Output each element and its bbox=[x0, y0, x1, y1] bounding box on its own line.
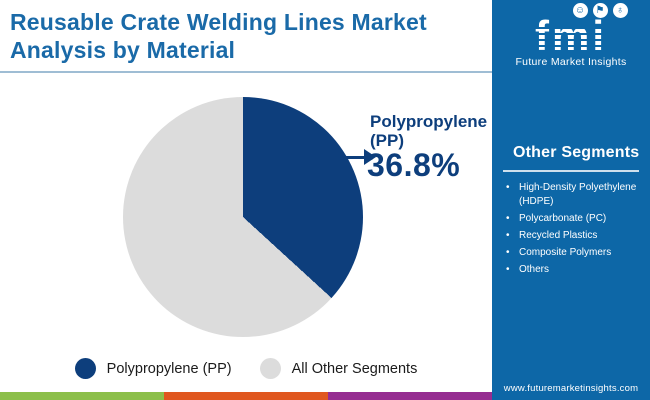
legend-swatch-secondary bbox=[259, 358, 281, 379]
heading-divider bbox=[503, 170, 639, 172]
other-segments-list: High-Density Polyethylene (HDPE) Polycar… bbox=[501, 181, 641, 276]
map-icon: ⚑ bbox=[592, 3, 608, 18]
list-item: Composite Polymers bbox=[506, 246, 641, 260]
other-segments-heading: Other Segments bbox=[513, 144, 640, 161]
list-item: Recycled Plastics bbox=[506, 229, 641, 243]
list-item: Polycarbonate (PC) bbox=[506, 212, 641, 226]
logo-icons: ☺ ⚑ ♁ bbox=[550, 3, 650, 18]
chart-legend: Polypropylene (PP) All Other Segments bbox=[0, 358, 492, 379]
legend-item-other-segments: All Other Segments bbox=[259, 358, 418, 379]
bottom-color-strip bbox=[0, 392, 492, 400]
callout-value: 36.8% bbox=[367, 147, 461, 183]
person-icon: ☺ bbox=[572, 3, 588, 18]
page-title-line1: Reusable Crate Welding Lines Market bbox=[10, 9, 427, 35]
globe-icon: ♁ bbox=[612, 3, 628, 18]
logo-tagline: Future Market Insights bbox=[515, 56, 627, 68]
page-title-line2: Analysis by Material bbox=[10, 37, 236, 63]
callout-arrow bbox=[338, 156, 366, 159]
header: Reusable Crate Welding Lines Market Anal… bbox=[0, 0, 492, 73]
pie-chart bbox=[123, 97, 363, 337]
list-item: High-Density Polyethylene (HDPE) bbox=[506, 181, 641, 208]
logo-stripe-texture bbox=[531, 23, 611, 55]
callout-arrow-head-icon bbox=[364, 149, 376, 165]
website-url: www.futuremarketinsights.com bbox=[503, 383, 639, 394]
logo-wordmark: fmi bbox=[531, 14, 611, 58]
callout-label: Polypropylene (PP) bbox=[370, 112, 488, 150]
fmi-logo: ☺ ⚑ ♁ fmi Future Market Insights bbox=[492, 3, 650, 68]
strip-orange bbox=[164, 392, 328, 400]
sidebar: ☺ ⚑ ♁ fmi Future Market Insights Other S… bbox=[492, 0, 650, 400]
strip-purple bbox=[328, 392, 492, 400]
other-segments-panel: Other Segments High-Density Polyethylene… bbox=[492, 144, 650, 280]
legend-label: Polypropylene (PP) bbox=[106, 360, 232, 377]
page-title: Reusable Crate Welding Lines Market Anal… bbox=[10, 8, 488, 64]
strip-green bbox=[0, 392, 164, 400]
list-item: Others bbox=[506, 263, 641, 277]
legend-label: All Other Segments bbox=[291, 360, 418, 377]
legend-swatch-primary bbox=[74, 358, 96, 379]
legend-item-polypropylene: Polypropylene (PP) bbox=[74, 358, 232, 379]
